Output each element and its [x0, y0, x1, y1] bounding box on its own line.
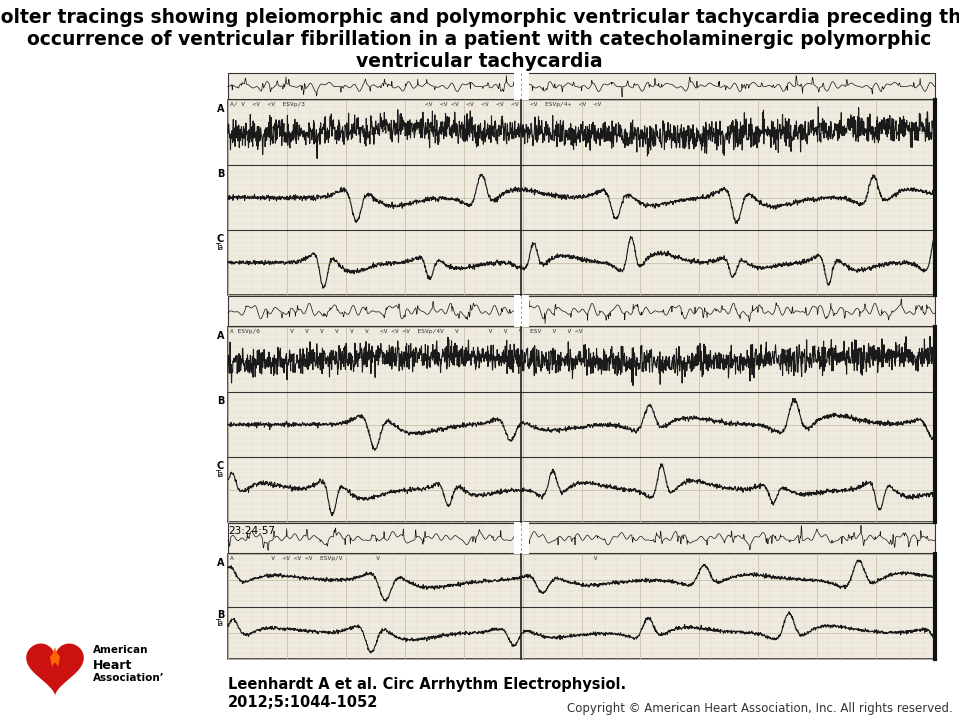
Text: A ESVp/6        V   V   V   V   V   V   <V <V <V  ESVp/4V   V        V   V   V  : A ESVp/6 V V V V V V <V <V <V ESVp/4V V … — [230, 329, 582, 334]
Text: C: C — [217, 461, 224, 471]
Text: occurrence of ventricular fibrillation in a patient with catecholaminergic polym: occurrence of ventricular fibrillation i… — [27, 30, 932, 49]
Bar — [228, 554, 935, 659]
Text: American: American — [93, 645, 149, 655]
Polygon shape — [26, 644, 83, 696]
Text: ventricular tachycardia: ventricular tachycardia — [356, 52, 603, 71]
Text: 2012;5:1044-1052: 2012;5:1044-1052 — [228, 695, 379, 710]
Text: Ta: Ta — [216, 470, 224, 479]
Text: 23:24:57: 23:24:57 — [228, 526, 275, 536]
Text: Copyright © American Heart Association, Inc. All rights reserved.: Copyright © American Heart Association, … — [568, 702, 953, 715]
Text: B: B — [217, 396, 224, 406]
Text: Heart: Heart — [93, 659, 132, 672]
Bar — [228, 100, 935, 295]
Text: A: A — [217, 331, 224, 341]
Text: Leenhardt A et al. Circ Arrhythm Electrophysiol.: Leenhardt A et al. Circ Arrhythm Electro… — [228, 677, 626, 692]
Bar — [228, 73, 935, 99]
Text: Ta: Ta — [216, 619, 224, 629]
Text: C: C — [217, 234, 224, 244]
Bar — [514, 72, 529, 100]
Text: A          V  <V <V <V  ESVp/V         V                                        : A V <V <V <V ESVp/V V — [230, 556, 597, 561]
Text: A: A — [217, 558, 224, 568]
Bar — [228, 523, 935, 553]
Text: Ta: Ta — [216, 243, 224, 252]
Bar — [514, 295, 529, 327]
Bar — [228, 296, 935, 326]
Polygon shape — [50, 647, 60, 667]
Text: B: B — [217, 169, 224, 179]
Text: A/ V  <V  <V  ESVp/3                                <V  <V <V  <V  <V  <V  <V   : A/ V <V <V ESVp/3 <V <V <V <V <V <V <V — [230, 102, 601, 107]
Text: B: B — [217, 611, 224, 621]
Bar — [514, 522, 529, 554]
Text: A: A — [217, 104, 224, 114]
Text: Association’: Association’ — [93, 673, 165, 683]
Text: Holter tracings showing pleiomorphic and polymorphic ventricular tachycardia pre: Holter tracings showing pleiomorphic and… — [0, 8, 959, 27]
Bar — [228, 327, 935, 522]
